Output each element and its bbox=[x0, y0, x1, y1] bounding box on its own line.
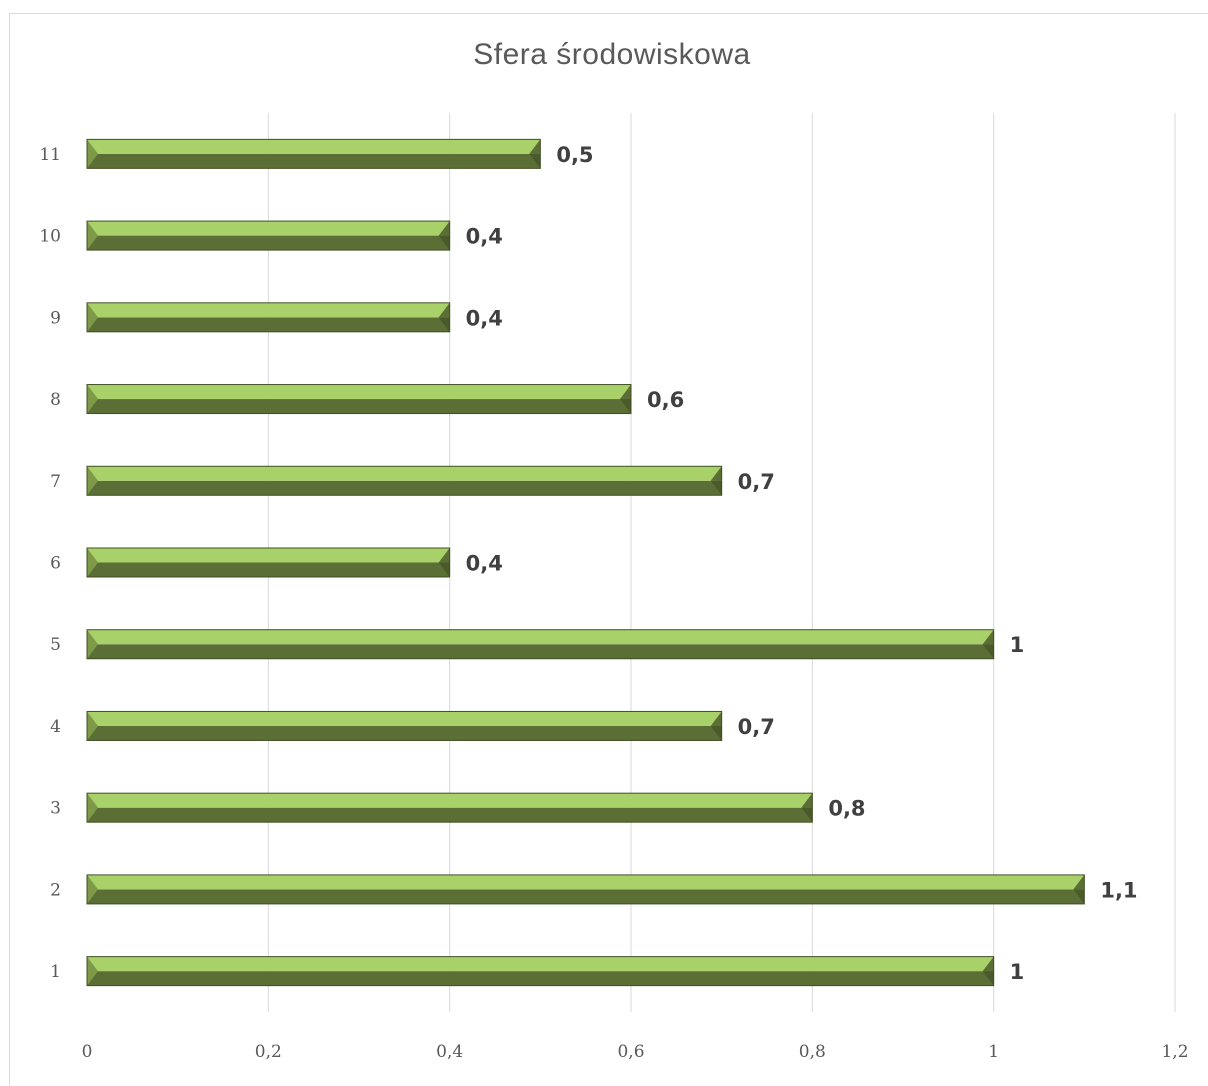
bar bbox=[86, 874, 1085, 905]
y-tick-label: 2 bbox=[50, 880, 61, 900]
bar bbox=[86, 547, 451, 578]
data-label: 0,5 bbox=[556, 143, 593, 167]
y-tick-label: 7 bbox=[50, 472, 61, 492]
data-label: 0,4 bbox=[466, 552, 503, 576]
bar bbox=[86, 384, 632, 415]
bar bbox=[86, 465, 723, 496]
x-tick-label: 1 bbox=[988, 1042, 999, 1062]
bar bbox=[86, 956, 995, 987]
bar bbox=[86, 138, 541, 169]
bar bbox=[86, 792, 813, 823]
y-tick-label: 4 bbox=[50, 717, 61, 737]
bar bbox=[86, 302, 451, 333]
y-tick-label: 9 bbox=[50, 308, 61, 328]
data-label: 0,4 bbox=[466, 225, 503, 249]
y-tick-label: 6 bbox=[50, 554, 61, 574]
bar bbox=[86, 629, 995, 660]
bar bbox=[86, 220, 451, 251]
chart-title: Sfera środowiskowa bbox=[473, 38, 751, 71]
data-label: 0,8 bbox=[828, 797, 865, 821]
data-label: 1 bbox=[1010, 960, 1025, 984]
data-label: 1,1 bbox=[1100, 878, 1137, 902]
y-tick-label: 5 bbox=[50, 635, 61, 655]
data-label: 0,6 bbox=[647, 388, 684, 412]
y-tick-label: 1 bbox=[50, 962, 61, 982]
x-tick-label: 0,8 bbox=[799, 1042, 826, 1062]
data-label: 0,7 bbox=[738, 470, 775, 494]
data-label: 0,4 bbox=[466, 306, 503, 330]
y-tick-label: 11 bbox=[39, 145, 61, 165]
y-tick-label: 3 bbox=[50, 799, 61, 819]
x-tick-label: 1,2 bbox=[1161, 1042, 1188, 1062]
data-label: 1 bbox=[1010, 633, 1025, 657]
y-tick-label: 8 bbox=[50, 390, 61, 410]
x-tick-label: 0 bbox=[82, 1042, 93, 1062]
x-tick-label: 0,2 bbox=[255, 1042, 282, 1062]
bar bbox=[86, 710, 723, 741]
x-tick-label: 0,6 bbox=[617, 1042, 644, 1062]
data-label: 0,7 bbox=[738, 715, 775, 739]
x-tick-label: 0,4 bbox=[436, 1042, 463, 1062]
y-tick-label: 10 bbox=[39, 227, 61, 247]
